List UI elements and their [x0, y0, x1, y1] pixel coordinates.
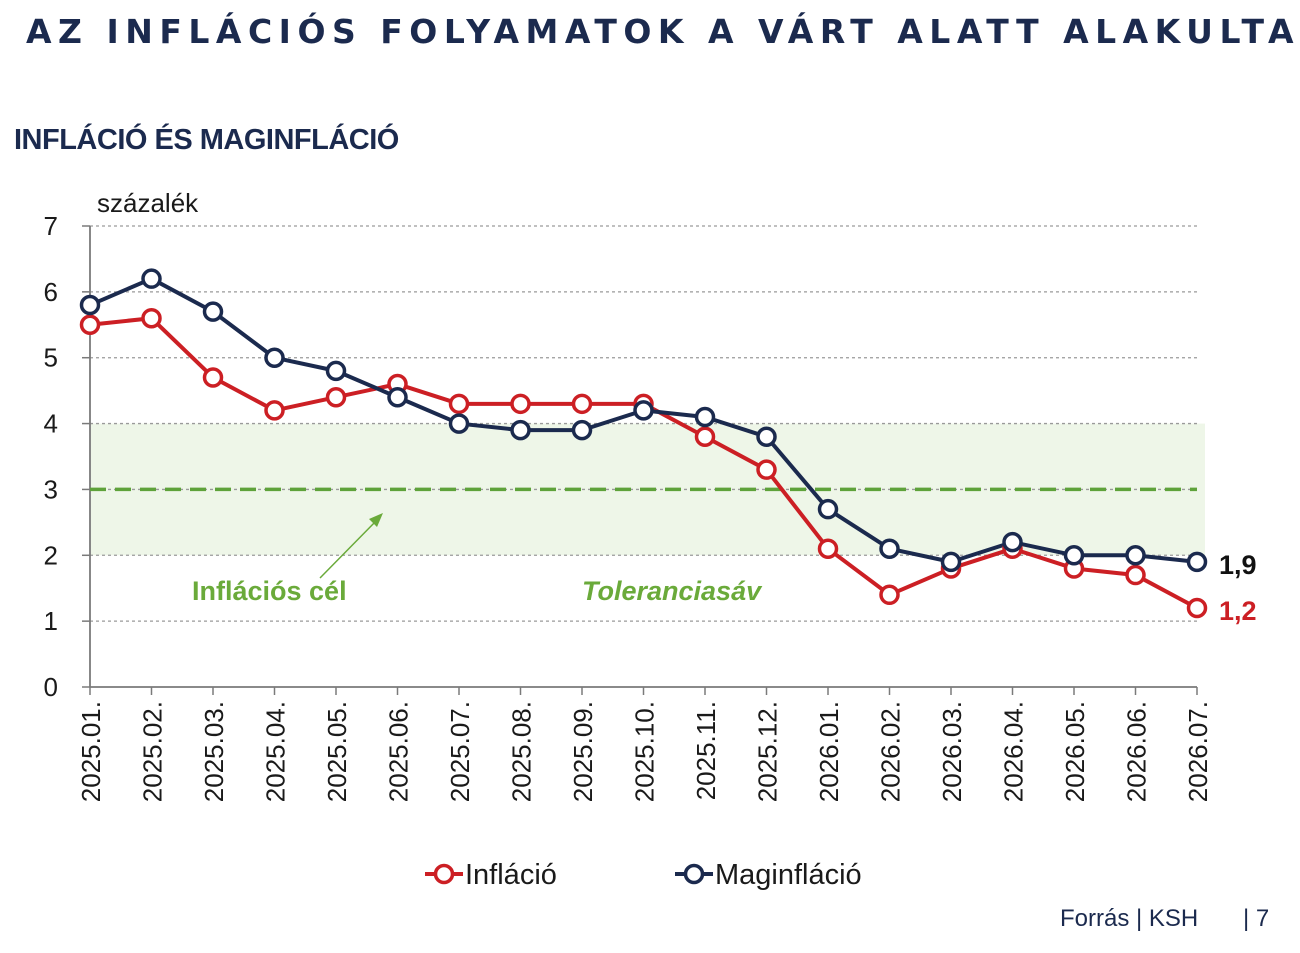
data-point [756, 459, 777, 480]
tolerance-band-label: Toleranciasáv [582, 576, 763, 606]
target-arrow-head [369, 513, 383, 527]
data-point [264, 400, 285, 421]
data-point [571, 419, 593, 441]
y-axis-unit: százalék [97, 188, 199, 218]
x-tick-label: 2025.08. [507, 701, 537, 802]
legend-marker [683, 863, 705, 885]
page-number: | 7 [1243, 905, 1270, 932]
data-point [1186, 551, 1208, 573]
x-tick-label: 2025.04. [261, 701, 291, 802]
legend-label: Maginfláció [715, 859, 862, 891]
data-point [79, 314, 101, 336]
data-point [141, 307, 162, 329]
target-arrow [319, 518, 379, 579]
data-point [633, 400, 654, 421]
x-tick-label: 2025.07. [445, 701, 475, 802]
data-point [141, 268, 162, 289]
data-point [510, 419, 531, 441]
x-tick-label: 2025.06. [384, 701, 414, 802]
x-tick-label: 2026.01. [814, 701, 844, 802]
data-point [1063, 545, 1085, 566]
data-point [264, 347, 285, 368]
legend-marker [433, 863, 455, 885]
source-note: Forrás | KSH [1060, 905, 1199, 932]
y-tick-label: 0 [44, 672, 58, 702]
data-point [1002, 531, 1023, 553]
data-point [879, 584, 900, 606]
x-tick-label: 2026.04. [999, 701, 1029, 802]
data-point [325, 386, 347, 408]
data-point [1186, 597, 1208, 619]
x-tick-label: 2025.09. [568, 701, 598, 802]
inflation-target-label: Inflációs cél [192, 576, 347, 606]
x-tick-label: 2025.03. [199, 701, 229, 802]
x-tick-label: 2025.10. [630, 701, 660, 802]
data-point [694, 406, 716, 428]
end-value-label: 1,2 [1219, 596, 1257, 626]
y-tick-label: 3 [44, 474, 58, 504]
x-tick-label: 2026.02. [876, 701, 906, 802]
data-point [817, 538, 839, 559]
data-point [694, 426, 716, 447]
data-point [1125, 545, 1146, 566]
y-tick-label: 7 [44, 211, 58, 241]
x-tick-label: 2025.12. [753, 701, 783, 802]
x-tick-label: 2026.03. [937, 701, 967, 802]
x-tick-label: 2026.07. [1183, 701, 1213, 802]
y-tick-label: 2 [44, 540, 58, 570]
data-point [202, 301, 224, 322]
data-point [448, 413, 470, 434]
x-tick-label: 2025.05. [322, 701, 352, 802]
x-tick-label: 2025.11. [691, 701, 721, 800]
y-tick-label: 6 [44, 277, 58, 307]
data-point [325, 360, 347, 382]
data-point [756, 426, 777, 447]
main-title: AZ INFLÁCIÓS FOLYAMATOK A VÁRT ALATT ALA… [26, 12, 1300, 51]
chart-title: INFLÁCIÓ ÉS MAGINFLÁCIÓ [14, 124, 399, 156]
data-point [387, 386, 408, 408]
y-tick-label: 4 [44, 409, 58, 439]
data-point [448, 393, 470, 415]
x-tick-label: 2026.06. [1122, 701, 1152, 802]
data-point [79, 294, 101, 316]
data-point [510, 393, 531, 415]
y-tick-label: 5 [44, 343, 58, 373]
legend-label: Infláció [465, 859, 557, 891]
data-point [1125, 564, 1146, 586]
x-tick-label: 2025.02. [138, 701, 168, 802]
x-tick-label: 2026.05. [1060, 701, 1090, 802]
data-point [571, 393, 593, 415]
end-value-label: 1,9 [1219, 550, 1257, 580]
data-point [940, 551, 962, 573]
data-point [202, 367, 224, 388]
x-tick-label: 2025.01. [76, 701, 106, 802]
data-point [817, 498, 839, 520]
y-tick-label: 1 [44, 606, 58, 636]
data-point [879, 538, 900, 559]
